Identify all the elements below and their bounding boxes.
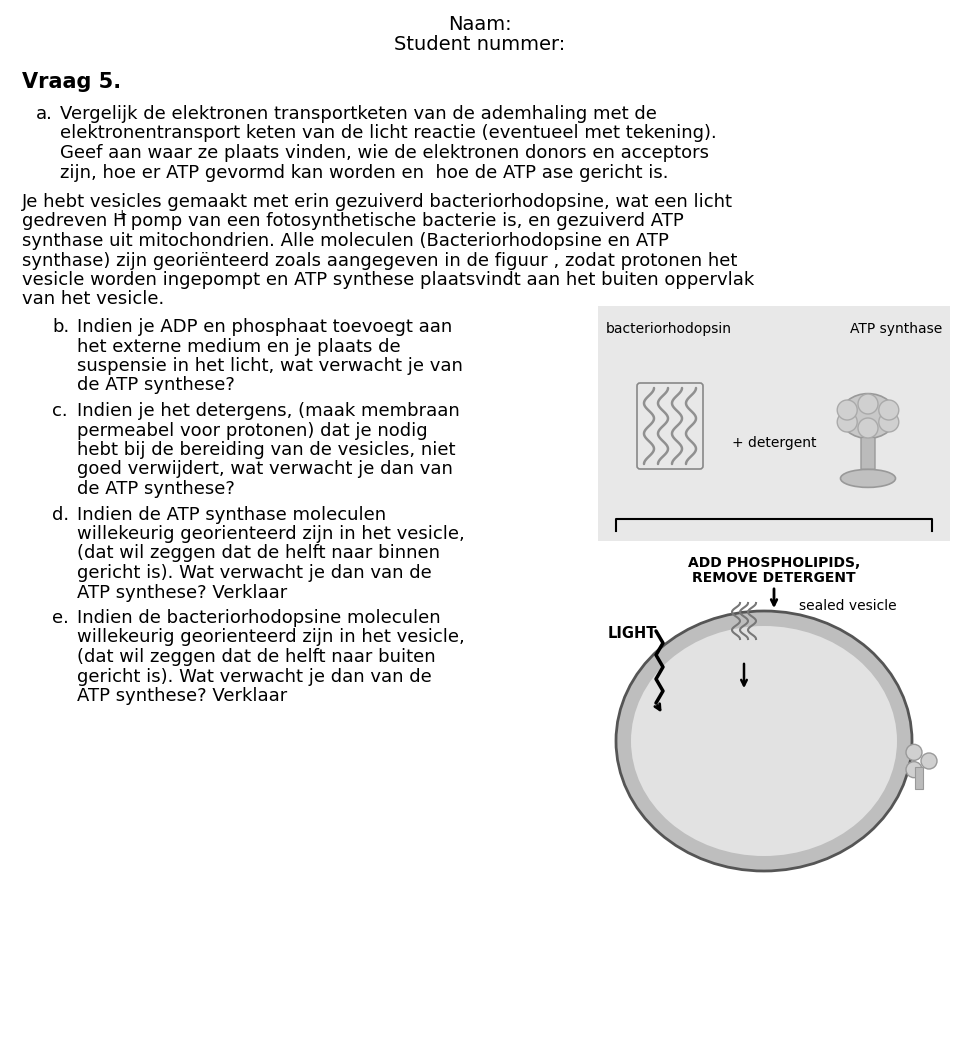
Text: Indien de ATP synthase moleculen: Indien de ATP synthase moleculen <box>77 505 386 523</box>
Text: het externe medium en je plaats de: het externe medium en je plaats de <box>77 337 400 355</box>
Text: gericht is). Wat verwacht je dan van de: gericht is). Wat verwacht je dan van de <box>77 564 432 582</box>
Circle shape <box>858 418 878 438</box>
Text: b.: b. <box>52 318 69 336</box>
Circle shape <box>878 412 899 432</box>
Text: Indien de bacteriorhodopsine moleculen: Indien de bacteriorhodopsine moleculen <box>77 609 441 627</box>
Text: vesicle worden ingepompt en ATP synthese plaatsvindt aan het buiten oppervlak: vesicle worden ingepompt en ATP synthese… <box>22 271 755 289</box>
Text: zijn, hoe er ATP gevormd kan worden en  hoe de ATP ase gericht is.: zijn, hoe er ATP gevormd kan worden en h… <box>60 164 668 182</box>
Text: e.: e. <box>52 609 69 627</box>
Text: suspensie in het licht, wat verwacht je van: suspensie in het licht, wat verwacht je … <box>77 358 463 375</box>
Text: willekeurig georienteerd zijn in het vesicle,: willekeurig georienteerd zijn in het ves… <box>77 629 465 647</box>
Text: +: + <box>682 706 690 717</box>
Circle shape <box>906 762 922 778</box>
Text: bacteriorhodopsin: bacteriorhodopsin <box>606 322 732 336</box>
Circle shape <box>858 394 878 414</box>
Text: Geef aan waar ze plaats vinden, wie de elektronen donors en acceptors: Geef aan waar ze plaats vinden, wie de e… <box>60 144 709 162</box>
Circle shape <box>837 400 857 420</box>
Text: goed verwijdert, wat verwacht je dan van: goed verwijdert, wat verwacht je dan van <box>77 461 453 479</box>
Ellipse shape <box>616 611 912 871</box>
Text: Student nummer:: Student nummer: <box>395 35 565 54</box>
Text: gedreven H: gedreven H <box>22 213 127 231</box>
Text: LIGHT: LIGHT <box>608 626 658 641</box>
Text: Indien je het detergens, (maak membraan: Indien je het detergens, (maak membraan <box>77 402 460 420</box>
Text: sealed vesicle: sealed vesicle <box>799 599 897 613</box>
Text: ATP synthese? Verklaar: ATP synthese? Verklaar <box>77 687 287 705</box>
Ellipse shape <box>631 626 897 857</box>
Text: Vraag 5.: Vraag 5. <box>22 72 121 92</box>
Text: Indien je ADP en phosphaat toevoegt aan: Indien je ADP en phosphaat toevoegt aan <box>77 318 452 336</box>
FancyBboxPatch shape <box>598 306 950 541</box>
Text: van het vesicle.: van het vesicle. <box>22 290 164 309</box>
Circle shape <box>921 753 937 769</box>
Text: c.: c. <box>52 402 67 420</box>
Text: (dat wil zeggen dat de helft naar binnen: (dat wil zeggen dat de helft naar binnen <box>77 545 440 563</box>
Text: ATP synthese? Verklaar: ATP synthese? Verklaar <box>77 583 287 601</box>
FancyBboxPatch shape <box>861 437 875 469</box>
Text: Je hebt vesicles gemaakt met erin gezuiverd bacteriorhodopsine, wat een licht: Je hebt vesicles gemaakt met erin gezuiv… <box>22 193 733 211</box>
Circle shape <box>837 412 857 432</box>
Text: pomp van een fotosynthetische bacterie is, en gezuiverd ATP: pomp van een fotosynthetische bacterie i… <box>125 213 684 231</box>
Text: ATP synthase: ATP synthase <box>850 322 942 336</box>
Text: permeabel voor protonen) dat je nodig: permeabel voor protonen) dat je nodig <box>77 421 427 439</box>
Text: ADD PHOSPHOLIPIDS,: ADD PHOSPHOLIPIDS, <box>688 556 860 570</box>
Text: hebt bij de bereiding van de vesicles, niet: hebt bij de bereiding van de vesicles, n… <box>77 440 455 459</box>
Text: willekeurig georienteerd zijn in het vesicle,: willekeurig georienteerd zijn in het ves… <box>77 525 465 543</box>
Bar <box>915 767 923 789</box>
Circle shape <box>878 400 899 420</box>
Circle shape <box>906 745 922 761</box>
Text: elektronentransport keten van de licht reactie (eventueel met tekening).: elektronentransport keten van de licht r… <box>60 124 717 143</box>
Text: Vergelijk de elektronen transportketen van de ademhaling met de: Vergelijk de elektronen transportketen v… <box>60 105 657 123</box>
Text: REMOVE DETERGENT: REMOVE DETERGENT <box>692 571 855 585</box>
Text: gericht is). Wat verwacht je dan van de: gericht is). Wat verwacht je dan van de <box>77 667 432 685</box>
Text: synthase) zijn georiënteerd zoals aangegeven in de figuur , zodat protonen het: synthase) zijn georiënteerd zoals aangeg… <box>22 251 737 269</box>
Text: + detergent: + detergent <box>732 436 816 450</box>
Text: a.: a. <box>36 105 53 123</box>
Text: Naam:: Naam: <box>448 15 512 34</box>
Text: H: H <box>673 710 683 724</box>
Ellipse shape <box>841 469 896 487</box>
Text: de ATP synthese?: de ATP synthese? <box>77 480 235 498</box>
Text: (dat wil zeggen dat de helft naar buiten: (dat wil zeggen dat de helft naar buiten <box>77 648 436 666</box>
Ellipse shape <box>840 394 896 438</box>
Text: de ATP synthese?: de ATP synthese? <box>77 377 235 395</box>
Text: +: + <box>117 209 128 221</box>
Text: d.: d. <box>52 505 69 523</box>
Text: synthase uit mitochondrien. Alle moleculen (Bacteriorhodopsine en ATP: synthase uit mitochondrien. Alle molecul… <box>22 232 669 250</box>
